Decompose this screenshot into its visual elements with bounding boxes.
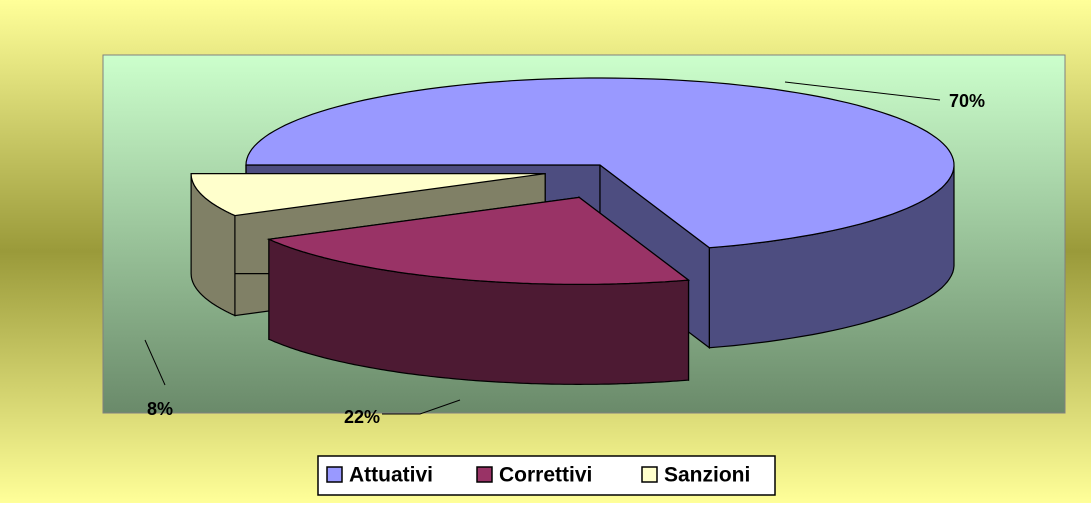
legend-label: Sanzioni bbox=[664, 464, 750, 487]
data-label: 22% bbox=[344, 407, 380, 427]
leader-line bbox=[784, 81, 941, 101]
legend-swatch bbox=[476, 466, 493, 483]
legend-label: Attuativi bbox=[349, 464, 433, 487]
slice-top bbox=[245, 77, 955, 249]
data-label: 70% bbox=[949, 91, 985, 111]
legend-label: Correttivi bbox=[499, 464, 592, 487]
slice-top bbox=[266, 196, 691, 285]
slice-top bbox=[190, 173, 546, 217]
data-label: 8% bbox=[147, 399, 173, 419]
legend-swatch bbox=[326, 466, 343, 483]
leader-line bbox=[382, 399, 461, 415]
legend-swatch bbox=[641, 466, 658, 483]
legend bbox=[317, 455, 776, 496]
leader-line bbox=[144, 339, 166, 386]
